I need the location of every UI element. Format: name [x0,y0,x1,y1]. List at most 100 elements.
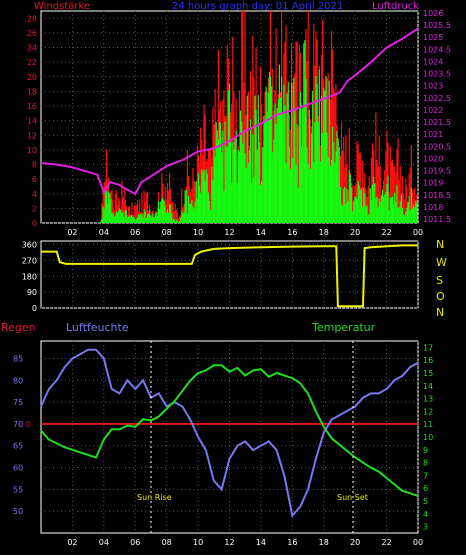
temp-y-tick: 14 [423,382,433,391]
pressure-y-tick: 1020 [423,154,443,163]
top-x-tick: 00 [413,228,423,237]
bottom-x-tick: 22 [381,538,391,547]
wind-y-tick: 20 [27,73,37,82]
temp-y-tick: 17 [423,343,433,352]
bottom-x-tick: 00 [413,538,423,547]
temp-y-tick: 15 [423,369,433,378]
bottom-x-tick: 12 [224,538,234,547]
top-x-tick: 02 [67,228,77,237]
top-x-tick: 12 [224,228,234,237]
top-x-tick: 16 [287,228,297,237]
pressure-y-tick: 1024 [423,57,443,66]
pressure-y-tick: 1019.5 [423,167,451,176]
bottom-x-tick: 14 [256,538,266,547]
wind-y-tick: 28 [27,14,37,23]
temp-y-tick: 11 [423,420,433,429]
pressure-y-tick: 1018.5 [423,191,451,200]
top-x-tick: 14 [256,228,266,237]
pressure-y-tick: 1023 [423,82,443,91]
temperature-line [40,364,419,497]
compass-o: O [436,290,445,303]
sunrise-label: Sun Rise [137,493,172,502]
bottom-x-tick: 20 [350,538,360,547]
humidity-y-tick: 55 [13,485,23,494]
wind-y-tick: 4 [32,190,37,199]
bottom-x-tick: 02 [67,538,77,547]
pressure-y-tick: 1021 [423,130,443,139]
wind-direction-line [41,244,418,308]
bottom-axis-ticks: 02 04 06 08 10 12 14 16 18 20 22 005055606570758085… [13,343,433,547]
wind-y-tick: 18 [27,87,37,96]
pressure-y-tick: 1018 [423,203,443,212]
wind-y-tick: 24 [27,44,37,53]
temp-y-tick: 7 [423,471,428,480]
temperature-label: Temperatur [311,321,376,334]
pressure-y-tick: 1026 [423,9,443,18]
top-axis-ticks: 02 04 06 08 10 12 14 16 18 20 22 000246810121416182… [27,9,451,237]
bottom-x-tick: 10 [193,538,203,547]
wind-y-tick: 12 [27,131,37,140]
wind-y-tick: 14 [27,117,37,126]
wind-y-tick: 8 [32,161,37,170]
compass-n-top: N [436,238,444,251]
bottom-x-tick: 04 [99,538,109,547]
humidity-y-tick: 85 [13,354,23,363]
bottom-x-tick: 06 [130,538,140,547]
pressure-y-tick: 1022 [423,106,443,115]
temp-y-tick: 16 [423,356,433,365]
pressure-y-tick: 1025.5 [423,21,451,30]
pressure-label: Luftdruck [372,1,419,12]
dir-y-tick: 360 [22,241,37,250]
humidity-y-tick: 50 [13,507,23,516]
wind-y-tick: 16 [27,102,37,111]
dir-y-tick: 180 [22,272,37,281]
rain-label: Regen [1,321,36,334]
top-x-tick: 10 [193,228,203,237]
direction-grid [41,241,419,309]
pressure-line [40,27,419,196]
humidity-y-tick: 80 [13,376,23,385]
compass-n-bottom: N [436,306,444,319]
dir-y-tick: 90 [27,288,37,297]
pressure-y-tick: 1023.5 [423,70,451,79]
humidity-y-tick: 60 [13,464,23,473]
temp-y-tick: 6 [423,484,428,493]
top-x-tick: 04 [99,228,109,237]
top-x-tick: 06 [130,228,140,237]
pressure-y-tick: 1019 [423,179,443,188]
pressure-y-tick: 1021.5 [423,118,451,127]
top-x-tick: 20 [350,228,360,237]
wind-y-tick: 10 [27,146,37,155]
graph-title: 24 hours graph day: 01 April 2021 [172,1,343,12]
temp-y-tick: 4 [423,510,428,519]
humidity-y-tick: 75 [13,398,23,407]
wind-y-tick: 22 [27,58,37,67]
compass-s: S [436,274,443,287]
bottom-x-tick: 16 [287,538,297,547]
direction-axis-ticks: 0 90 180 270 360 [22,241,37,313]
wind-y-tick: 0 [32,219,37,228]
humidity-y-tick: 65 [13,442,23,451]
rain-zero-tick: 0 [26,420,31,429]
humidity-y-tick: 70 [13,420,23,429]
wind-label: Windstärke [34,1,90,12]
bottom-x-tick: 18 [319,538,329,547]
wind-y-tick: 2 [32,204,37,213]
top-x-tick: 18 [319,228,329,237]
pressure-y-tick: 1022.5 [423,94,451,103]
temp-y-tick: 9 [423,446,428,455]
temp-y-tick: 12 [423,407,433,416]
pressure-y-tick: 1024.5 [423,45,451,54]
temp-y-tick: 10 [423,433,433,442]
compass-w: W [436,256,447,269]
sunset-label: Sun Set [337,493,368,502]
humidity-line [40,348,419,518]
pressure-y-tick: 1011.5 [423,215,451,224]
top-x-tick: 22 [381,228,391,237]
temp-y-tick: 5 [423,497,428,506]
temp-y-tick: 3 [423,523,428,532]
pressure-y-tick: 1025 [423,33,443,42]
top-x-tick: 08 [162,228,172,237]
wind-y-tick: 26 [27,29,37,38]
